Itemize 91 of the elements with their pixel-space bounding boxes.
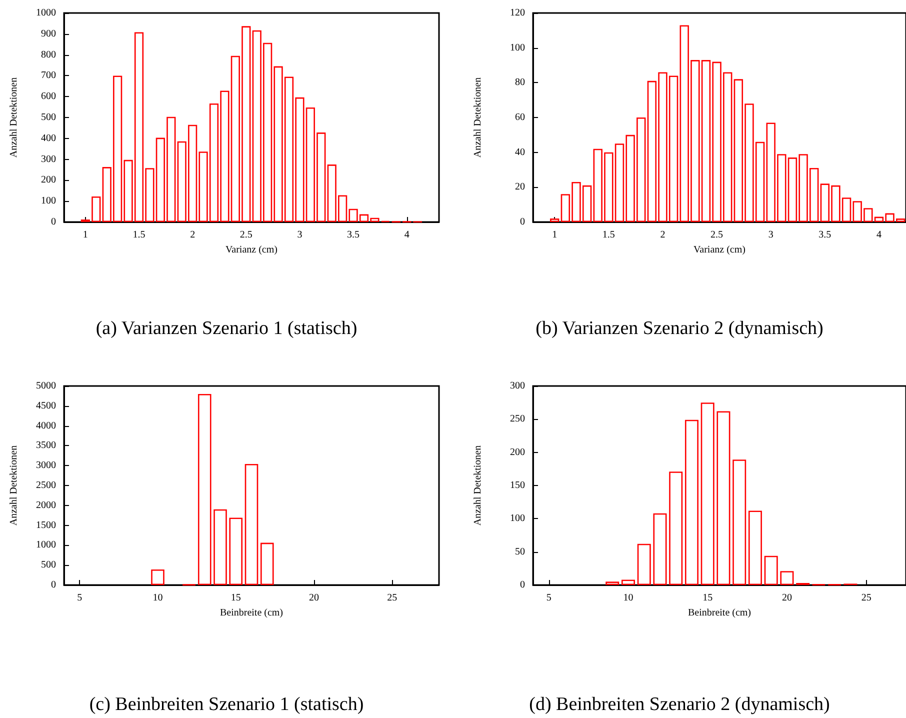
x-tick-label: 2.5: [710, 230, 724, 240]
x-tick-label: 1.5: [132, 230, 146, 240]
bar: [700, 402, 714, 585]
y-axis-title: Anzahl Detektionen: [8, 77, 20, 158]
x-tick-label: 4: [876, 230, 882, 240]
x-tick-label: 1.5: [602, 230, 615, 240]
x-tick-label: 20: [782, 592, 792, 604]
y-tick-label: 100: [510, 513, 525, 524]
x-tick-label: 1: [552, 230, 558, 240]
y-axis-title: Anzahl Detektionen: [472, 445, 484, 526]
y-tick-label: 4000: [36, 420, 56, 432]
x-tick-label: 5: [546, 592, 552, 604]
y-tick-label: 250: [510, 414, 525, 425]
y-tick-label: 600: [41, 91, 56, 102]
y-tick-label: 120: [510, 8, 525, 18]
x-tick-label: 25: [861, 592, 872, 604]
bar: [669, 472, 683, 585]
y-tick-label: 0: [51, 580, 56, 590]
y-tick-label: 1000: [36, 8, 56, 18]
bar: [260, 542, 274, 585]
bar: [621, 580, 635, 585]
bar: [637, 544, 651, 585]
y-tick-label: 100: [41, 196, 56, 207]
x-tick-label: 15: [230, 592, 241, 604]
y-tick-label: 80: [515, 77, 525, 88]
y-tick-label: 2500: [36, 480, 56, 491]
y-tick-label: 40: [515, 146, 525, 158]
bar: [198, 394, 212, 585]
bar: [214, 509, 227, 585]
x-axis-title: Beinbreite (cm): [688, 607, 752, 618]
y-tick-label: 1000: [36, 540, 56, 551]
x-axis-title: Beinbreite (cm): [220, 607, 284, 618]
y-tick-label: 3500: [36, 440, 56, 452]
x-tick-label: 5: [77, 592, 82, 604]
y-tick-label: 0: [51, 216, 56, 228]
y-tick-label: 300: [510, 380, 525, 392]
y-tick-label: 200: [41, 174, 56, 186]
x-tick-label: 3.5: [347, 230, 360, 240]
x-tick-label: 10: [152, 592, 163, 604]
bar: [229, 518, 243, 585]
bar: [732, 460, 746, 585]
text: (b) Varianzen Szenario 2 (dynamisch): [534, 318, 824, 340]
y-tick-label: 100: [510, 42, 525, 54]
text: (c) Beinbreiten Szenario 1 (statisch): [88, 694, 365, 716]
y-tick-label: 500: [41, 112, 56, 123]
y-axis-title: Anzahl Detektionen: [8, 445, 20, 526]
y-tick-label: 200: [510, 446, 525, 458]
x-tick-label: 4: [404, 230, 410, 240]
y-tick-label: 0: [520, 216, 525, 228]
y-tick-label: 300: [41, 154, 56, 165]
x-tick-label: 3.5: [818, 230, 832, 240]
y-tick-label: 900: [41, 28, 56, 40]
y-tick-label: 5000: [36, 380, 56, 392]
y-tick-label: 0: [520, 580, 525, 590]
bar: [716, 411, 730, 585]
bar: [780, 571, 794, 585]
bar: [748, 510, 762, 585]
x-tick-label: 25: [387, 592, 398, 604]
x-axis-title: Varianz (cm): [226, 244, 278, 256]
x-tick-label: 1: [82, 230, 88, 240]
y-tick-label: 50: [515, 546, 525, 558]
x-tick-label: 15: [702, 592, 713, 604]
x-tick-label: 10: [623, 592, 634, 604]
y-tick-label: 1500: [36, 520, 56, 531]
bar: [550, 218, 560, 222]
y-axis-title: Anzahl Detektionen: [472, 77, 484, 158]
x-tick-label: 2: [660, 230, 666, 240]
bar: [764, 556, 778, 585]
y-tick-label: 500: [41, 560, 56, 571]
bar: [653, 513, 667, 585]
y-tick-label: 700: [41, 70, 56, 82]
x-tick-label: 2.5: [240, 230, 252, 240]
x-axis-title: Varianz (cm): [694, 244, 746, 256]
bar: [684, 420, 698, 585]
x-tick-label: 20: [309, 592, 319, 604]
bar: [244, 464, 258, 585]
x-tick-label: 2: [190, 230, 196, 240]
text: (a) Varianzen Szenario 1 (statisch): [94, 318, 358, 340]
y-tick-label: 60: [515, 112, 525, 123]
y-tick-label: 800: [41, 49, 56, 60]
y-tick-label: 4500: [36, 400, 56, 412]
x-tick-label: 3: [297, 230, 302, 240]
bar: [606, 582, 620, 585]
y-tick-label: 20: [515, 182, 525, 193]
x-tick-label: 3: [768, 230, 774, 240]
y-tick-label: 400: [41, 132, 56, 144]
y-tick-label: 2000: [36, 500, 56, 511]
y-tick-label: 150: [510, 480, 525, 491]
bar: [151, 569, 164, 585]
y-tick-label: 3000: [36, 460, 56, 472]
text: (d) Beinbreiten Szenario 2 (dynamisch): [528, 694, 831, 716]
